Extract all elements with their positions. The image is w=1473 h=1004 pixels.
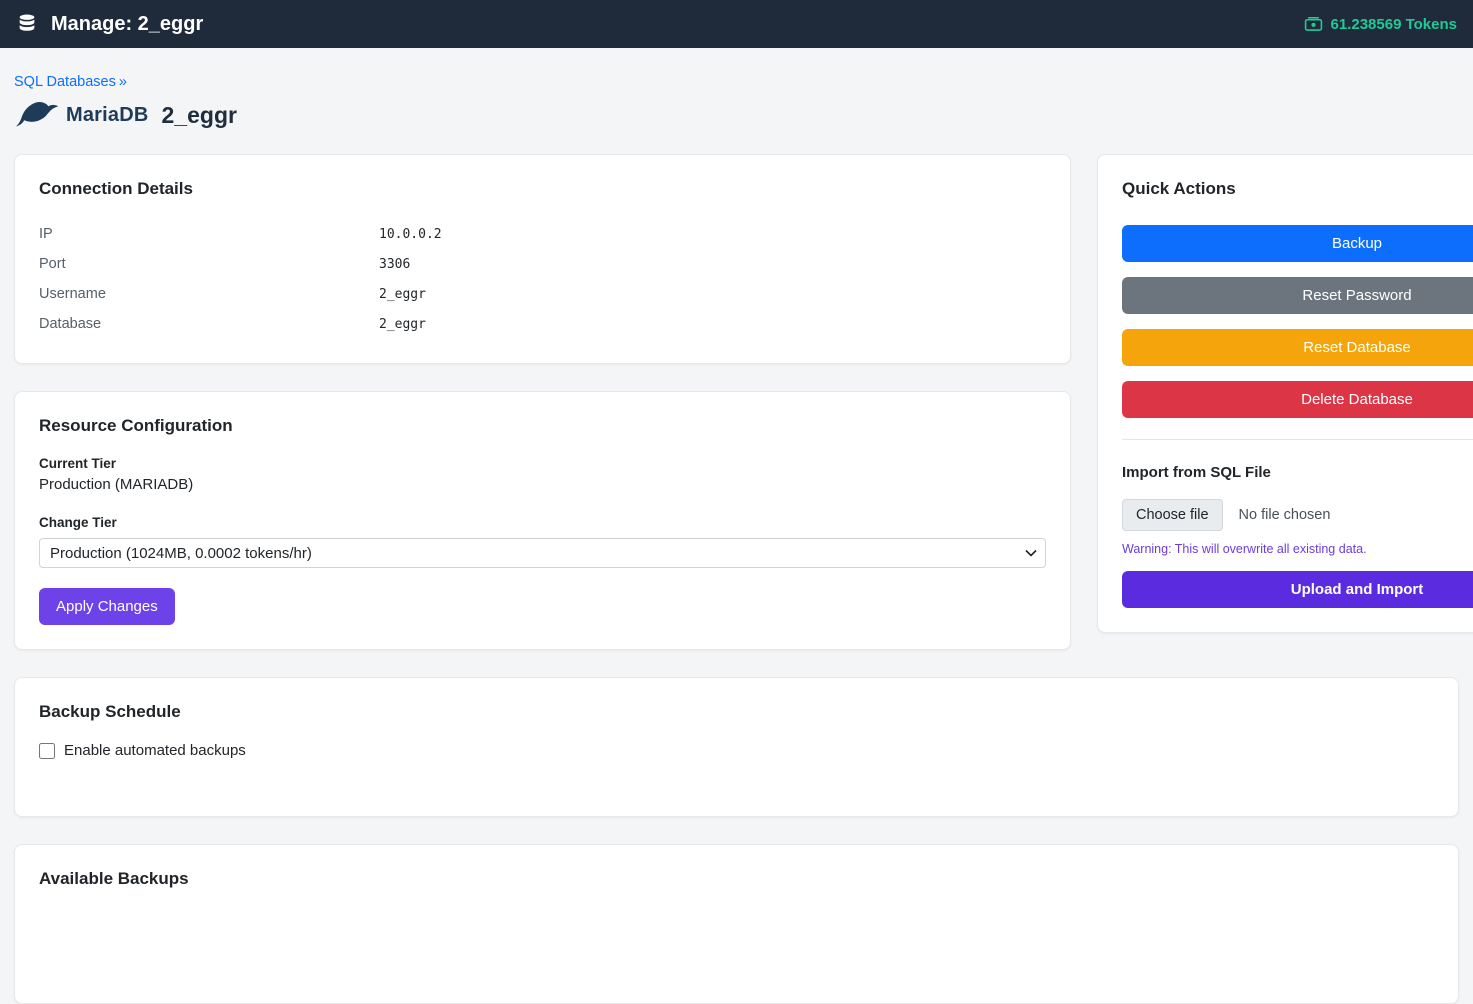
- quick-actions-title: Quick Actions: [1122, 179, 1236, 198]
- enable-backups-checkbox[interactable]: [39, 742, 55, 759]
- connection-label: Username: [39, 286, 106, 302]
- backup-button[interactable]: Backup: [1122, 225, 1473, 262]
- connection-row-port: Port 3306: [39, 249, 1046, 279]
- connection-row-username: Username 2_eggr: [39, 279, 1046, 309]
- connection-row-database: Database 2_eggr: [39, 309, 1046, 339]
- breadcrumb: SQL Databases»: [14, 74, 1459, 90]
- reset-password-button[interactable]: Reset Password: [1122, 277, 1473, 314]
- enable-backups-row: Enable automated backups: [39, 742, 1434, 759]
- tokens-balance[interactable]: 61.238569 Tokens: [1304, 15, 1457, 34]
- file-chosen-status: No file chosen: [1238, 507, 1331, 523]
- resource-configuration-title: Resource Configuration: [39, 416, 233, 435]
- available-backups-title: Available Backups: [39, 869, 189, 888]
- top-navbar: Manage: 2_eggr 61.238569 Tokens: [0, 0, 1473, 48]
- resource-configuration-card: Resource Configuration Current Tier Prod…: [14, 391, 1071, 650]
- quick-actions-card: Quick Actions Backup Reset Password Rese…: [1097, 154, 1473, 633]
- backup-schedule-card: Backup Schedule Enable automated backups: [14, 677, 1459, 817]
- current-tier-label: Current Tier: [39, 456, 117, 471]
- connection-value: 3306: [379, 256, 411, 272]
- mariadb-seal-icon: [15, 102, 59, 127]
- sql-file-input[interactable]: Choose file No file chosen: [1122, 499, 1473, 531]
- tier-select[interactable]: Production (1024MB, 0.0002 tokens/hr): [39, 538, 1046, 568]
- database-icon: [16, 13, 38, 35]
- divider: [1122, 439, 1473, 440]
- connection-label: Port: [39, 256, 66, 272]
- connection-value: 2_eggr: [379, 316, 426, 332]
- page-header: MariaDB 2_eggr: [14, 99, 1459, 131]
- reset-database-button[interactable]: Reset Database: [1122, 329, 1473, 366]
- breadcrumb-sql-databases-link[interactable]: SQL Databases: [14, 74, 116, 90]
- delete-database-button[interactable]: Delete Database: [1122, 381, 1473, 418]
- navbar-title: Manage: 2_eggr: [51, 12, 204, 35]
- mariadb-logo-text: MariaDB: [66, 103, 149, 126]
- choose-file-button[interactable]: Choose file: [1122, 499, 1223, 531]
- upload-and-import-button[interactable]: Upload and Import: [1122, 571, 1473, 608]
- enable-backups-label: Enable automated backups: [64, 742, 246, 759]
- connection-details-title: Connection Details: [39, 179, 193, 198]
- connection-value: 10.0.0.2: [379, 226, 442, 242]
- page-content: SQL Databases» MariaDB 2_eggr Connection…: [0, 48, 1473, 1004]
- change-tier-label: Change Tier: [39, 515, 117, 530]
- breadcrumb-separator: »: [118, 74, 127, 90]
- tokens-amount: 61.238569 Tokens: [1330, 15, 1457, 33]
- connection-label: Database: [39, 316, 102, 332]
- apply-changes-button[interactable]: Apply Changes: [39, 588, 175, 625]
- import-sql-title: Import from SQL File: [1122, 464, 1271, 481]
- connection-label: IP: [39, 226, 53, 242]
- backup-schedule-title: Backup Schedule: [39, 702, 181, 721]
- connection-value: 2_eggr: [379, 286, 426, 302]
- connection-row-ip: IP 10.0.0.2: [39, 219, 1046, 249]
- available-backups-card: Available Backups: [14, 844, 1459, 1004]
- current-tier-value: Production (MARIADB): [39, 476, 194, 493]
- page-title: 2_eggr: [161, 101, 237, 128]
- overwrite-warning: Warning: This will overwrite all existin…: [1122, 542, 1367, 556]
- connection-details-card: Connection Details IP 10.0.0.2 Port 3306…: [14, 154, 1071, 364]
- mariadb-logo: MariaDB: [14, 99, 149, 131]
- tokens-icon: [1304, 15, 1323, 34]
